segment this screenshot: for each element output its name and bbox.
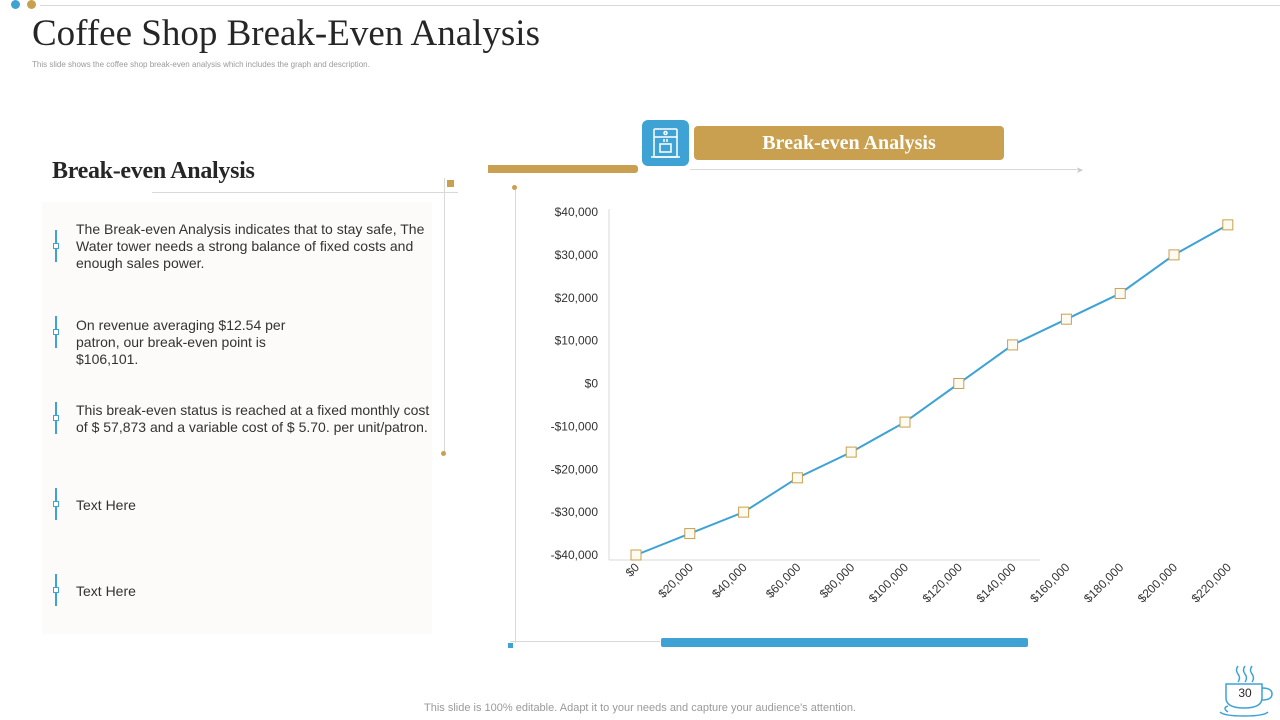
top-divider	[40, 5, 1280, 6]
coffee-machine-icon	[642, 120, 689, 166]
list-item-1: The Break-even Analysis indicates that t…	[76, 221, 425, 271]
left-panel-heading: Break-even Analysis	[52, 158, 255, 184]
data-point	[899, 416, 911, 428]
decor-bar-blue	[661, 638, 1028, 647]
data-point	[1114, 287, 1126, 299]
x-tick-label: $180,000	[1081, 560, 1127, 606]
arrow-right-icon: ➤	[1076, 165, 1084, 175]
x-tick-label: $140,000	[973, 560, 1019, 606]
data-point	[791, 472, 803, 484]
chart-banner: Break-even Analysis	[694, 126, 1004, 160]
coffee-cup-icon	[1219, 665, 1273, 717]
item-marker	[53, 316, 59, 348]
data-point	[630, 549, 642, 561]
list-item-3: This break-even status is reached at a f…	[76, 402, 430, 435]
decor-bar-gold	[488, 165, 638, 173]
decor-square-gold	[447, 180, 454, 187]
left-heading-underline	[152, 192, 458, 193]
y-tick-label: $10,000	[555, 334, 599, 348]
data-point	[953, 378, 965, 389]
page-title: Coffee Shop Break-Even Analysis	[32, 13, 540, 54]
list-item-4: Text Here	[76, 497, 136, 513]
decor-dot-gold	[27, 0, 36, 9]
x-tick-label: $60,000	[763, 560, 804, 601]
left-panel-background	[42, 202, 432, 634]
x-tick-label: $40,000	[709, 560, 750, 601]
data-point	[1168, 249, 1180, 261]
chart-frame-bottom	[510, 641, 660, 642]
x-tick-label: $0	[623, 560, 643, 580]
x-tick-label: $160,000	[1027, 560, 1073, 606]
item-marker	[53, 574, 59, 606]
x-tick-label: $120,000	[920, 560, 966, 606]
item-marker	[53, 488, 59, 520]
break-even-chart: $40,000 $30,000 $20,000 $10,000 $0 -$10,000 -$…	[551, 205, 1235, 606]
y-tick-label: $0	[585, 377, 599, 391]
data-point	[1060, 313, 1072, 325]
left-panel-divider	[444, 178, 445, 454]
y-tick-label: -$30,000	[551, 505, 599, 519]
page-number: 30	[1238, 686, 1252, 700]
x-tick-label: $200,000	[1135, 560, 1181, 606]
x-tick-label: $80,000	[817, 560, 858, 601]
decor-arrow-line	[690, 169, 1080, 170]
list-item-2: On revenue averaging $12.54 per patron, …	[76, 317, 286, 367]
y-tick-label: -$10,000	[551, 419, 599, 433]
decor-dot-gold-small	[512, 185, 517, 190]
decor-dot-gold-small	[441, 451, 446, 456]
decor-square-blue	[508, 643, 513, 648]
x-tick-label: $20,000	[655, 560, 696, 601]
data-point	[738, 506, 750, 518]
data-point	[1222, 219, 1234, 231]
series-line	[635, 223, 1229, 556]
data-point	[1007, 339, 1019, 351]
list-item-5: Text Here	[76, 583, 136, 599]
x-tick-label: $220,000	[1189, 560, 1235, 606]
page-subtitle: This slide shows the coffee shop break-e…	[32, 60, 370, 69]
y-tick-label: -$20,000	[551, 462, 599, 476]
footer-note: This slide is 100% editable. Adapt it to…	[424, 702, 856, 714]
item-marker	[53, 230, 59, 262]
y-tick-label: $30,000	[555, 248, 599, 262]
chart-frame-left	[515, 188, 516, 643]
y-tick-label: $40,000	[555, 205, 599, 219]
data-point	[684, 528, 696, 540]
x-tick-label: $100,000	[866, 560, 912, 606]
item-marker	[53, 402, 59, 434]
data-point	[845, 446, 857, 458]
decor-dot-blue	[11, 0, 20, 9]
y-tick-label: -$40,000	[551, 548, 599, 562]
y-tick-label: $20,000	[555, 291, 599, 305]
